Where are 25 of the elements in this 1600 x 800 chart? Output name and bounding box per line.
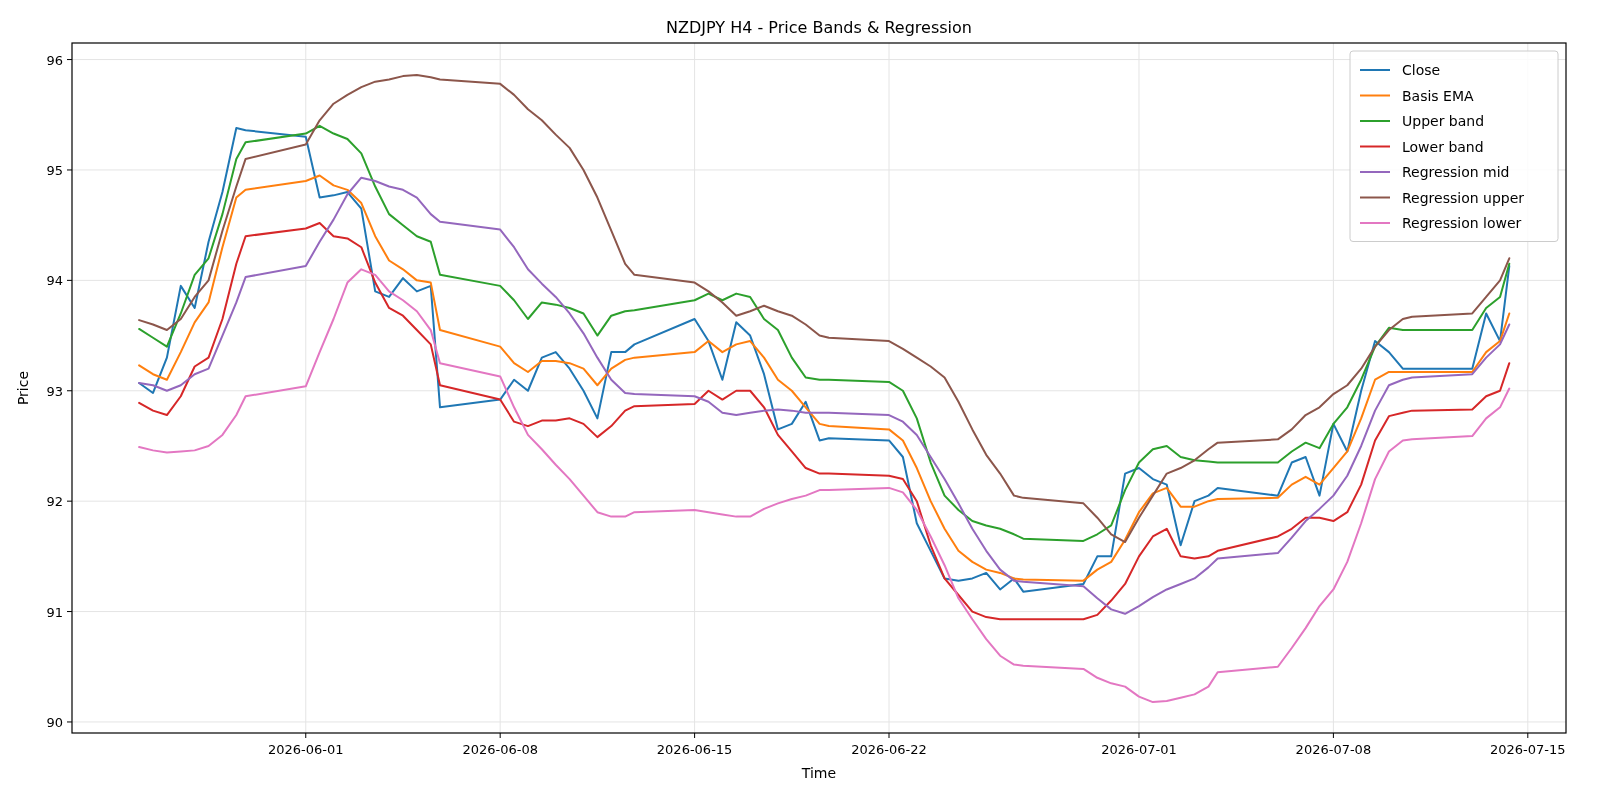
legend-label: Upper band: [1402, 113, 1485, 129]
x-axis-title: Time: [800, 765, 837, 781]
y-tick-label: 91: [46, 604, 63, 620]
legend-label: Regression lower: [1402, 215, 1522, 231]
y-tick-label: 94: [46, 273, 63, 289]
legend-label: Lower band: [1402, 138, 1484, 155]
y-tick-label: 96: [46, 52, 63, 68]
legend-label: Close: [1402, 62, 1441, 78]
y-tick-label: 92: [46, 494, 63, 510]
legend-label: Regression upper: [1402, 189, 1525, 206]
line-series: [138, 268, 1511, 704]
x-tick-label: 2026-06-22: [851, 742, 927, 757]
x-tick-label: 2026-06-01: [267, 742, 344, 757]
y-tick-label: 90: [46, 714, 63, 730]
x-tick-label: 2026-07-08: [1295, 742, 1372, 757]
x-tick-label: 2026-07-01: [1101, 742, 1177, 757]
y-tick-label: 93: [46, 383, 63, 399]
y-axis-title: Price: [15, 370, 31, 406]
x-tick-label: 2026-06-15: [656, 742, 733, 757]
chart-title: NZDJPY H4 - Price Bands & Regression: [666, 18, 972, 37]
x-tick-label: 2026-06-08: [462, 742, 538, 757]
legend-label: Regression mid: [1402, 164, 1510, 180]
y-tick-label: 95: [46, 162, 63, 178]
legend-label: Basis EMA: [1402, 87, 1475, 104]
x-tick-label: 2026-07-15: [1490, 742, 1566, 757]
